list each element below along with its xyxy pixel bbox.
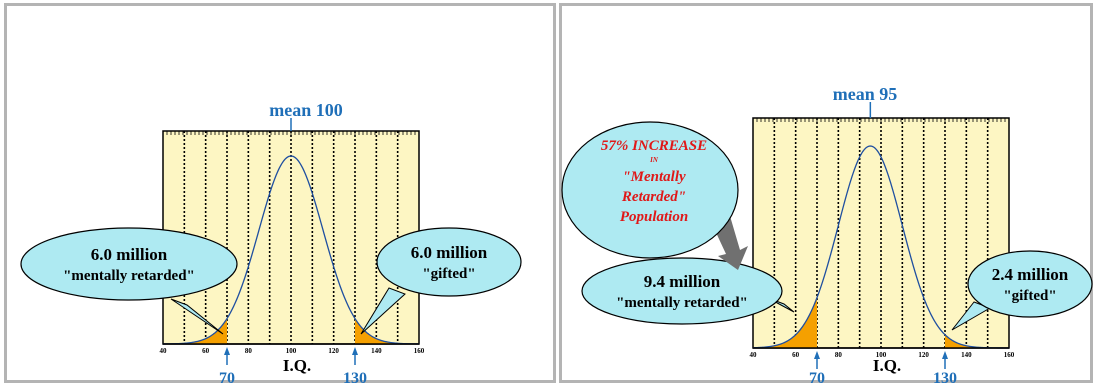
callout-line2: IN — [649, 156, 659, 164]
upper-bubble-tail — [360, 287, 406, 335]
callout-line5: Population — [620, 209, 688, 225]
x-tick-label: 80 — [245, 347, 253, 355]
left-chart: 40 60 80 100 120 140 160 I.Q. 70 130 mean 100 6.0 m… — [20, 100, 522, 386]
x-axis-label: I.Q. — [283, 356, 311, 375]
upper-bubble-line1: 6.0 million — [411, 243, 488, 262]
x-tick-label: 140 — [371, 347, 382, 355]
callout-line4: Retarded" — [621, 189, 686, 205]
x-tick-label: 160 — [1004, 351, 1015, 359]
x-tick-label: 100 — [876, 351, 887, 359]
right-chart-panel: 40 60 80 100 120 140 160 I.Q. 70 130 mean 95 9.4 mi… — [559, 3, 1093, 386]
x-tick-label: 120 — [328, 347, 339, 355]
cutoff-label: 130 — [933, 370, 957, 386]
x-tick-label: 80 — [835, 351, 843, 359]
cutoff-label: 70 — [219, 370, 235, 386]
cutoff-label: 130 — [343, 370, 367, 386]
callout-bubble — [561, 121, 739, 259]
lower-tail-area — [753, 297, 817, 348]
x-tick-label: 60 — [202, 347, 210, 355]
normal-curve — [752, 145, 1010, 349]
normal-curve — [162, 155, 420, 345]
x-tick-label: 40 — [160, 347, 168, 355]
lower-bubble — [581, 257, 783, 325]
x-tick-label: 100 — [286, 347, 297, 355]
upper-bubble — [376, 227, 522, 297]
x-tick-label: 60 — [792, 351, 800, 359]
lower-bubble-line1: 9.4 million — [644, 272, 721, 291]
mean-label: mean 95 — [833, 84, 898, 104]
x-tick-label: 120 — [918, 351, 929, 359]
upper-bubble-line1: 2.4 million — [992, 265, 1069, 284]
upper-tail-area — [355, 318, 419, 344]
lower-bubble-line2: "mentally retarded" — [616, 295, 748, 311]
mean-label: mean 100 — [269, 100, 343, 120]
left-chart-panel: 40 60 80 100 120 140 160 I.Q. 70 130 mean 100 6.0 m… — [4, 3, 556, 386]
cutoff-arrow-head — [224, 347, 230, 355]
lower-bubble-line2: "mentally retarded" — [63, 268, 195, 284]
upper-bubble-line2: "gifted" — [1003, 288, 1056, 304]
x-tick-label: 140 — [961, 351, 972, 359]
x-axis-label: I.Q. — [873, 356, 901, 375]
right-chart: 40 60 80 100 120 140 160 I.Q. 70 130 mean 95 9.4 mi… — [561, 84, 1093, 386]
cutoff-label: 70 — [809, 370, 825, 386]
cutoff-arrow-head — [352, 347, 358, 355]
lower-tail-area — [163, 318, 227, 344]
callout-line3: "Mentally — [622, 169, 686, 185]
upper-bubble — [967, 250, 1093, 318]
callout-line1: 57% INCREASE — [601, 138, 707, 154]
lower-bubble-tail — [170, 298, 224, 335]
lower-bubble — [20, 227, 238, 301]
x-tick-label: 160 — [414, 347, 425, 355]
upper-bubble-line2: "gifted" — [422, 266, 475, 282]
x-tick-label: 40 — [750, 351, 758, 359]
cutoff-arrow-head — [942, 351, 948, 359]
cutoff-arrow-head — [814, 351, 820, 359]
lower-bubble-line1: 6.0 million — [91, 245, 168, 264]
